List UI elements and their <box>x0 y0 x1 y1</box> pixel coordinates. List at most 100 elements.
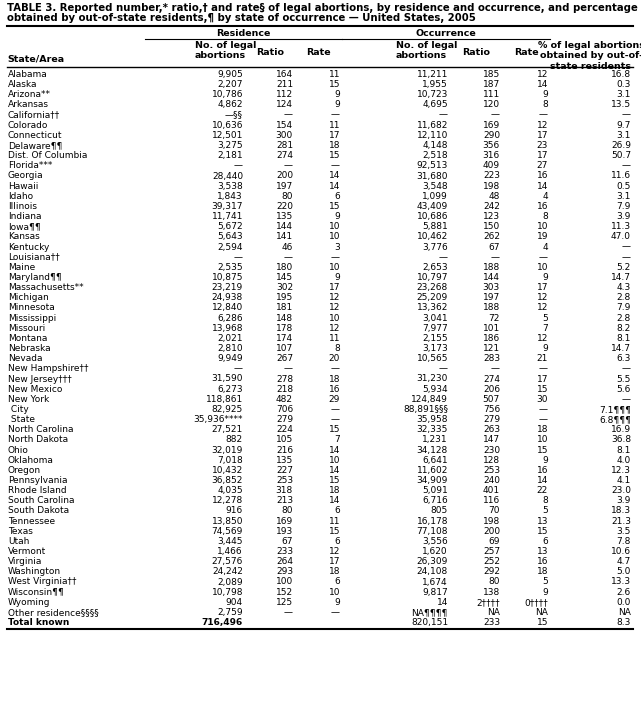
Text: 10: 10 <box>537 222 548 232</box>
Text: 20: 20 <box>329 354 340 363</box>
Text: 10: 10 <box>328 222 340 232</box>
Text: Iowa¶¶: Iowa¶¶ <box>8 222 41 232</box>
Text: 4.1: 4.1 <box>617 476 631 485</box>
Text: 3,041: 3,041 <box>422 313 448 323</box>
Text: 318: 318 <box>276 486 293 495</box>
Text: 14: 14 <box>329 446 340 454</box>
Text: 15: 15 <box>328 202 340 211</box>
Text: 9: 9 <box>542 273 548 282</box>
Text: —: — <box>539 252 548 262</box>
Text: 88,891§§§: 88,891§§§ <box>403 405 448 414</box>
Text: 14: 14 <box>537 80 548 89</box>
Text: 67: 67 <box>281 537 293 546</box>
Text: 13,968: 13,968 <box>212 324 243 333</box>
Text: 12: 12 <box>537 293 548 302</box>
Text: 24,242: 24,242 <box>212 567 243 577</box>
Text: 16: 16 <box>537 466 548 475</box>
Text: 2,810: 2,810 <box>217 344 243 353</box>
Text: 9: 9 <box>334 212 340 221</box>
Text: 10,565: 10,565 <box>417 354 448 363</box>
Text: 80: 80 <box>281 192 293 201</box>
Text: 290: 290 <box>483 131 500 140</box>
Text: Montana: Montana <box>8 334 47 343</box>
Text: 9,905: 9,905 <box>217 70 243 79</box>
Text: 169: 169 <box>276 516 293 526</box>
Text: 12: 12 <box>537 303 548 313</box>
Text: 25,209: 25,209 <box>417 293 448 302</box>
Text: 15: 15 <box>328 80 340 89</box>
Text: 198: 198 <box>483 516 500 526</box>
Text: 2,181: 2,181 <box>217 151 243 160</box>
Text: 154: 154 <box>276 121 293 129</box>
Text: 27: 27 <box>537 161 548 170</box>
Text: 8: 8 <box>542 212 548 221</box>
Text: State/Area: State/Area <box>7 55 64 64</box>
Text: 233: 233 <box>276 547 293 556</box>
Text: 1,620: 1,620 <box>422 547 448 556</box>
Text: 5,643: 5,643 <box>217 232 243 242</box>
Text: 14: 14 <box>437 597 448 607</box>
Text: 9.7: 9.7 <box>617 121 631 129</box>
Text: 10,636: 10,636 <box>212 121 243 129</box>
Text: 2,518: 2,518 <box>422 151 448 160</box>
Text: —: — <box>539 405 548 414</box>
Text: 31,590: 31,590 <box>212 375 243 383</box>
Text: 35,958: 35,958 <box>417 415 448 424</box>
Text: —: — <box>331 608 340 617</box>
Text: North Dakota: North Dakota <box>8 436 68 444</box>
Text: 164: 164 <box>276 70 293 79</box>
Text: 5,881: 5,881 <box>422 222 448 232</box>
Text: 9: 9 <box>542 587 548 597</box>
Text: 14.7: 14.7 <box>611 344 631 353</box>
Text: 178: 178 <box>276 324 293 333</box>
Text: —: — <box>622 252 631 262</box>
Text: 3,275: 3,275 <box>217 141 243 150</box>
Text: 15: 15 <box>537 527 548 536</box>
Text: New Hampshire††: New Hampshire†† <box>8 365 88 373</box>
Text: 23,219: 23,219 <box>212 283 243 292</box>
Text: Oklahoma: Oklahoma <box>8 456 54 464</box>
Text: Texas: Texas <box>8 527 33 536</box>
Text: 253: 253 <box>483 466 500 475</box>
Text: 252: 252 <box>483 557 500 566</box>
Text: NA: NA <box>535 608 548 617</box>
Text: 756: 756 <box>483 405 500 414</box>
Text: 21.3: 21.3 <box>611 516 631 526</box>
Text: 135: 135 <box>276 456 293 464</box>
Text: 197: 197 <box>276 182 293 191</box>
Text: 5.5: 5.5 <box>617 375 631 383</box>
Text: 150: 150 <box>483 222 500 232</box>
Text: —: — <box>331 111 340 119</box>
Text: —: — <box>331 415 340 424</box>
Text: 3,556: 3,556 <box>422 537 448 546</box>
Text: 267: 267 <box>276 354 293 363</box>
Text: 2,021: 2,021 <box>217 334 243 343</box>
Text: 11: 11 <box>328 334 340 343</box>
Text: 7.8: 7.8 <box>617 537 631 546</box>
Text: 15: 15 <box>537 618 548 627</box>
Text: 0.5: 0.5 <box>617 182 631 191</box>
Text: 174: 174 <box>276 334 293 343</box>
Text: Idaho: Idaho <box>8 192 33 201</box>
Text: 220: 220 <box>276 202 293 211</box>
Text: 716,496: 716,496 <box>202 618 243 627</box>
Text: 3,538: 3,538 <box>217 182 243 191</box>
Text: 5,934: 5,934 <box>422 385 448 393</box>
Text: 7,977: 7,977 <box>422 324 448 333</box>
Text: 8.2: 8.2 <box>617 324 631 333</box>
Text: 8: 8 <box>542 496 548 505</box>
Text: 124,849: 124,849 <box>411 395 448 404</box>
Text: 16: 16 <box>537 557 548 566</box>
Text: 281: 281 <box>276 141 293 150</box>
Text: 4.0: 4.0 <box>617 456 631 464</box>
Text: 11,682: 11,682 <box>417 121 448 129</box>
Text: Arizona**: Arizona** <box>8 91 51 99</box>
Text: 0.0: 0.0 <box>617 597 631 607</box>
Text: 125: 125 <box>276 597 293 607</box>
Text: 18: 18 <box>537 567 548 577</box>
Text: California††: California†† <box>8 111 60 119</box>
Text: 6,286: 6,286 <box>217 313 243 323</box>
Text: —: — <box>491 252 500 262</box>
Text: 11.3: 11.3 <box>611 222 631 232</box>
Text: 16: 16 <box>328 385 340 393</box>
